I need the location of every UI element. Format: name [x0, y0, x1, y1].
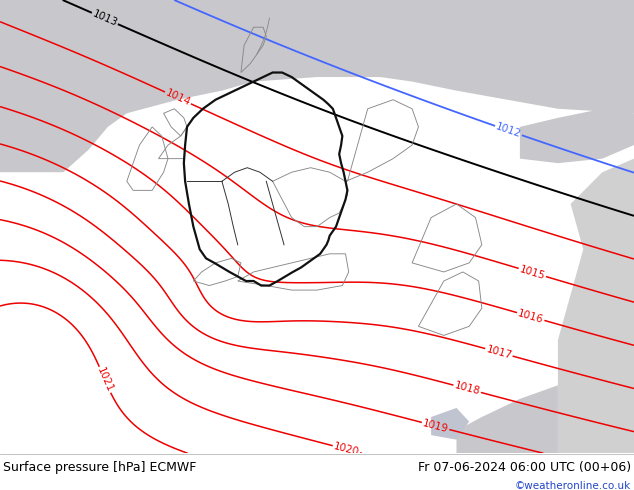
Polygon shape [431, 408, 469, 440]
Polygon shape [520, 109, 634, 163]
Text: 1014: 1014 [164, 88, 192, 108]
Text: 1017: 1017 [485, 344, 513, 361]
Text: 1015: 1015 [518, 264, 547, 281]
Text: ©weatheronline.co.uk: ©weatheronline.co.uk [515, 481, 631, 490]
Text: 1018: 1018 [453, 381, 481, 397]
Text: 1012: 1012 [495, 122, 522, 140]
Text: 1019: 1019 [422, 418, 450, 434]
Text: Fr 07-06-2024 06:00 UTC (00+06): Fr 07-06-2024 06:00 UTC (00+06) [418, 462, 631, 474]
Text: Surface pressure [hPa] ECMWF: Surface pressure [hPa] ECMWF [3, 462, 197, 474]
Text: 1016: 1016 [517, 308, 545, 325]
Text: 1013: 1013 [91, 9, 119, 28]
Polygon shape [456, 385, 558, 453]
Polygon shape [0, 0, 634, 172]
Polygon shape [558, 159, 634, 453]
Text: 1020: 1020 [332, 441, 360, 457]
Text: 1021: 1021 [95, 366, 115, 394]
